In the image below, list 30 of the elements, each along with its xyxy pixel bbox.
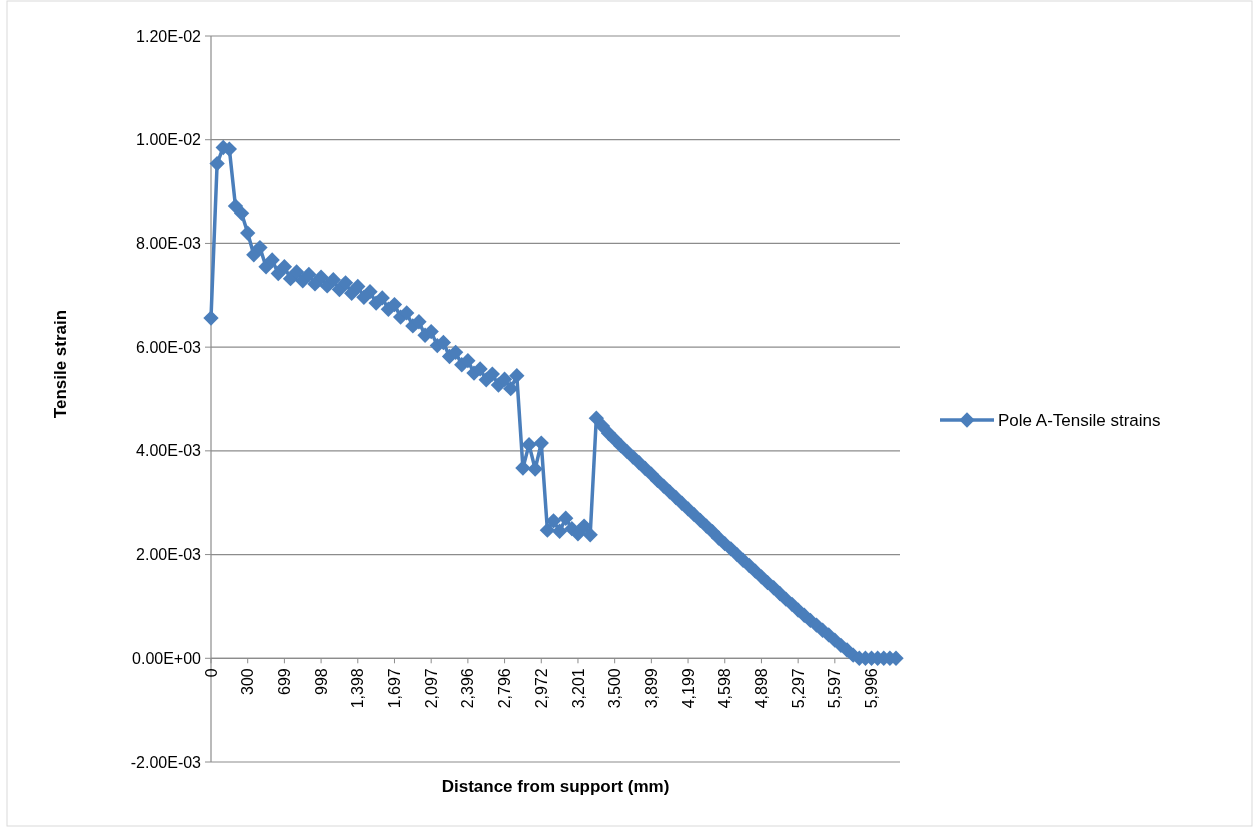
y-tick-label: 6.00E-03 (136, 338, 202, 356)
y-tick-label: 1.20E-02 (136, 27, 202, 45)
x-tick-label: 5,297 (789, 668, 807, 709)
x-tick-label: 3,899 (642, 668, 660, 709)
x-tick-label: 2,796 (496, 668, 514, 709)
x-tick-label: 5,996 (863, 668, 881, 709)
x-tick-label: 2,097 (422, 668, 440, 709)
y-tick-label: 1.00E-02 (136, 131, 202, 149)
x-tick-label: 2,972 (532, 668, 550, 709)
y-tick-label: -2.00E-03 (130, 753, 202, 771)
x-tick-label: 0 (202, 668, 220, 678)
y-tick-label: 0.00E+00 (132, 649, 202, 667)
legend-label: Pole A-Tensile strains (998, 410, 1161, 430)
x-tick-label: 1,398 (349, 668, 367, 709)
x-tick-label: 4,898 (753, 668, 771, 709)
x-tick-label: 4,199 (679, 668, 697, 709)
y-axis-title: Tensile strain (51, 309, 70, 419)
x-tick-label: 300 (239, 668, 257, 695)
y-tick-label: 4.00E-03 (136, 442, 202, 460)
x-tick-label: 3,500 (606, 668, 624, 709)
x-tick-label: 5,597 (826, 668, 844, 709)
y-tick-label: 2.00E-03 (136, 546, 202, 564)
x-tick-label: 2,396 (459, 668, 477, 709)
y-tick-label: 8.00E-03 (136, 235, 202, 253)
x-tick-label: 3,201 (569, 668, 587, 709)
x-tick-label: 998 (312, 668, 330, 695)
x-tick-label: 699 (275, 668, 293, 695)
x-tick-label: 4,598 (716, 668, 734, 709)
x-tick-label: 1,697 (386, 668, 404, 709)
x-axis-title: Distance from support (mm) (441, 777, 670, 796)
